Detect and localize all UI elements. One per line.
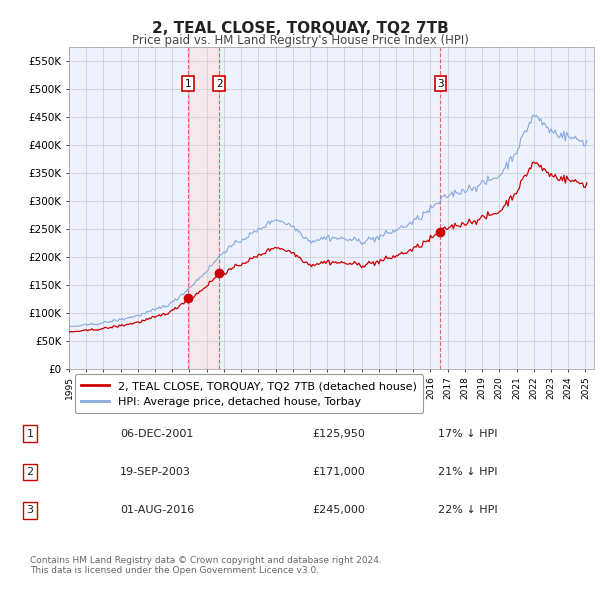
Text: 3: 3 — [26, 506, 34, 515]
Text: 3: 3 — [437, 78, 444, 88]
Text: 1: 1 — [26, 429, 34, 438]
Bar — [188, 47, 219, 369]
Text: 2: 2 — [26, 467, 34, 477]
Legend: 2, TEAL CLOSE, TORQUAY, TQ2 7TB (detached house), HPI: Average price, detached h: 2, TEAL CLOSE, TORQUAY, TQ2 7TB (detache… — [74, 375, 424, 413]
Text: 2: 2 — [216, 78, 223, 88]
Text: 01-AUG-2016: 01-AUG-2016 — [120, 506, 194, 515]
Text: Contains HM Land Registry data © Crown copyright and database right 2024.
This d: Contains HM Land Registry data © Crown c… — [30, 556, 382, 575]
Text: 1: 1 — [185, 78, 191, 88]
Text: £245,000: £245,000 — [312, 506, 365, 515]
Text: 22% ↓ HPI: 22% ↓ HPI — [438, 506, 497, 515]
Text: £125,950: £125,950 — [312, 429, 365, 438]
Text: 21% ↓ HPI: 21% ↓ HPI — [438, 467, 497, 477]
Text: 19-SEP-2003: 19-SEP-2003 — [120, 467, 191, 477]
Text: 2, TEAL CLOSE, TORQUAY, TQ2 7TB: 2, TEAL CLOSE, TORQUAY, TQ2 7TB — [152, 21, 448, 35]
Text: 17% ↓ HPI: 17% ↓ HPI — [438, 429, 497, 438]
Text: £171,000: £171,000 — [312, 467, 365, 477]
Text: 06-DEC-2001: 06-DEC-2001 — [120, 429, 193, 438]
Text: Price paid vs. HM Land Registry's House Price Index (HPI): Price paid vs. HM Land Registry's House … — [131, 34, 469, 47]
